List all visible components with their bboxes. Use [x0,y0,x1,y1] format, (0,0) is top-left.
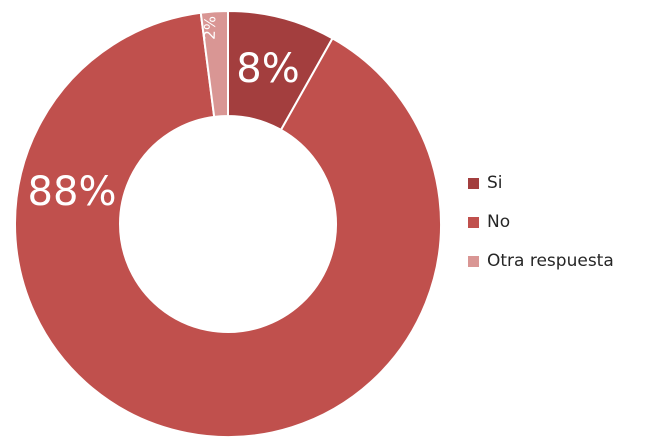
legend-label-si: Si [487,173,503,193]
donut-slice-otra-respuesta [199,9,229,119]
legend-swatch-no [468,216,479,228]
donut-slices [14,9,442,438]
donut-slice-labels: 8% 88% 2% [28,16,300,215]
legend-label-no: No [487,212,511,232]
legend-item-si: Si [468,172,652,194]
chart-legend: Si No Otra respuesta [468,172,652,289]
legend-item-otra-respuesta: Otra respuesta [468,250,652,272]
legend-swatch-si [468,177,479,189]
legend-swatch-otra-respuesta [468,255,479,267]
legend-label-otra-respuesta: Otra respuesta [487,251,614,271]
slice-label-si: 8% [236,46,299,92]
donut-slice-no [14,11,442,438]
slice-label-otra-respuesta: 2% [201,16,220,40]
slice-label-no: 88% [28,169,117,215]
legend-item-no: No [468,211,652,233]
